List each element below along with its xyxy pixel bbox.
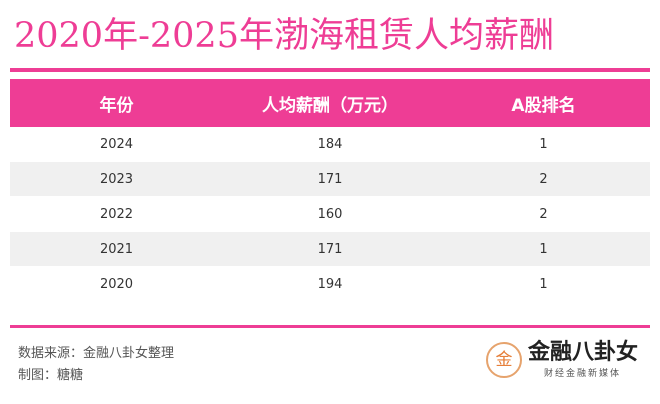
cell-rank: 1	[539, 136, 548, 152]
header-rank: A股排名	[511, 95, 576, 116]
cell-rank: 2	[539, 171, 548, 187]
cell-year: 2022	[99, 206, 134, 222]
data-source-note: 数据来源：金融八卦女整理	[18, 346, 175, 361]
table-row: 2021 171 1	[10, 232, 650, 266]
salary-table: 年份 人均薪酬（万元） A股排名 2024 184 1 2023 171 2 2…	[10, 79, 650, 301]
table-row: 2020 194 1	[10, 267, 650, 301]
cell-salary: 171	[317, 241, 343, 257]
table-header: 年份 人均薪酬（万元） A股排名	[10, 79, 650, 127]
table-row: 2023 171 2	[10, 162, 650, 196]
table-row: 2022 160 2	[10, 197, 650, 231]
logo-seal-icon: 金	[486, 342, 522, 378]
brand-logo: 金 金融八卦女 财经金融新媒体	[486, 338, 646, 388]
cell-year: 2020	[99, 276, 134, 292]
cell-rank: 1	[539, 276, 548, 292]
header-salary: 人均薪酬（万元）	[262, 95, 398, 116]
cell-salary: 171	[317, 171, 343, 187]
header-year: 年份	[99, 95, 134, 116]
table-bottom-divider	[10, 325, 650, 328]
cell-salary: 184	[317, 136, 343, 152]
cell-year: 2021	[99, 241, 134, 257]
cell-year: 2024	[99, 136, 134, 152]
cell-rank: 1	[539, 241, 548, 257]
page-title: 2020年-2025年渤海租赁人均薪酬	[14, 16, 554, 56]
chart-maker-note: 制图：糖糖	[18, 368, 84, 383]
logo-name: 金融八卦女	[528, 340, 639, 365]
footer-notes: 数据来源：金融八卦女整理 制图：糖糖	[18, 343, 174, 387]
cell-rank: 2	[539, 206, 548, 222]
table-row: 2024 184 1	[10, 127, 650, 161]
cell-salary: 194	[317, 276, 343, 292]
cell-year: 2023	[99, 171, 134, 187]
title-divider	[10, 68, 650, 72]
logo-seal-glyph: 金	[495, 350, 513, 370]
logo-subtitle: 财经金融新媒体	[544, 369, 622, 379]
cell-salary: 160	[317, 206, 343, 222]
